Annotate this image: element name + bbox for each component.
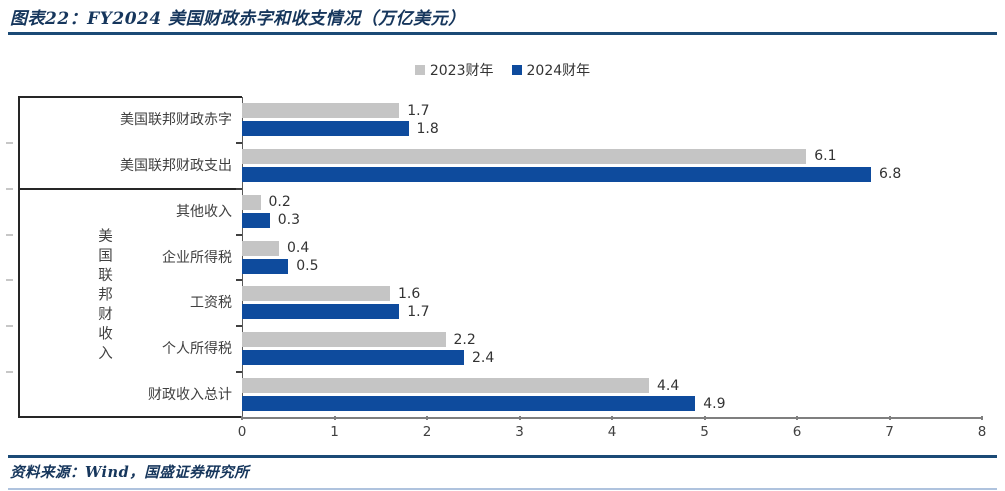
x-axis-tick [796,416,798,420]
x-axis-tick [703,416,706,420]
value-label-2023: 0.2 [268,194,291,211]
value-label-2024: 6.8 [879,166,902,183]
bar-2023 [242,332,446,348]
bar-2024 [242,121,409,136]
category-label: 美国联邦财政赤字 [120,112,232,128]
category-boundary-tick [236,234,242,236]
value-label-2024: 4.9 [703,395,726,412]
legend-swatch-2023 [414,65,425,75]
bar-2023 [242,286,390,302]
category-boundary-tick-outer [6,234,13,236]
bar-2024 [242,304,400,320]
x-axis-tick-label: 4 [607,424,617,440]
category-label: 其他收入 [176,203,232,220]
category-boundary-tick [236,188,242,190]
category-box-left-line [18,97,20,418]
category-boundary-tick [236,371,242,373]
title-divider [8,32,997,35]
category-boundary-tick-outer [6,325,13,327]
category-boundary-tick-outer [6,279,13,281]
x-axis-tick-label: 5 [700,424,709,440]
category-group-separator [18,188,242,190]
bar-2023 [242,194,261,210]
category-boundary-tick [236,279,242,281]
category-label: 工资税 [190,295,232,312]
x-axis-tick-label: 1 [330,424,339,440]
category-label: 个人所得税 [162,341,232,358]
legend-label-2024: 2024财年 [526,63,591,79]
value-label-2024: 0.5 [296,258,319,275]
value-label-2023: 1.7 [407,102,430,119]
bar-2024 [242,166,871,182]
value-label-2024: 1.7 [407,303,430,320]
source-note: 资料来源：Wind，国盛证券研究所 [10,464,250,481]
value-label-2023: 0.4 [287,240,310,257]
x-axis-tick [888,416,891,420]
bar-2023 [242,240,279,256]
bottom-edge-line [8,488,997,490]
x-axis-tick [241,416,243,420]
value-label-2024: 1.8 [416,120,439,137]
bar-2023 [242,378,649,394]
legend-swatch-2024 [511,65,522,75]
value-label-2023: 2.2 [453,331,476,348]
x-axis-tick-label: 6 [792,424,802,440]
category-boundary-tick-outer [6,142,13,144]
x-axis-tick [426,416,428,420]
bar-2023 [242,148,807,164]
figure-title: 图表22：FY2024 美国财政赤字和收支情况（万亿美元） [10,9,466,29]
chart-legend: 2023财年 2024财年 [0,60,1005,80]
category-boundary-tick [236,142,242,144]
category-boundary-tick [236,325,242,327]
category-boundary-tick-outer [6,188,13,190]
bar-2024 [242,258,289,274]
value-label-2023: 4.4 [657,377,680,394]
x-axis-tick-label: 2 [422,424,432,440]
category-label: 美国联邦财政支出 [120,157,232,174]
category-boundary-tick-outer [6,371,13,373]
category-box-top-line [18,96,242,98]
x-axis-tick-label: 7 [885,424,894,440]
bar-2024 [242,212,270,228]
x-axis-tick [518,416,521,420]
legend-item-2023: 2023财年 [414,60,494,80]
value-label-2024: 2.4 [472,349,495,366]
bar-2024 [242,396,696,412]
x-axis-tick-label: 8 [977,424,987,440]
x-axis-tick-label: 3 [515,424,524,440]
x-axis-tick [333,416,336,420]
value-axis-zero-line [242,97,243,418]
x-axis-tick [611,416,613,420]
legend-label-2023: 2023财年 [429,63,494,79]
category-box-bottom-line [18,416,242,418]
value-label-2024: 0.3 [277,212,301,229]
footer-divider [8,455,997,458]
category-group-label: 美国联邦财收入 [96,228,112,365]
bar-2023 [242,103,400,118]
category-label: 企业所得税 [162,249,232,266]
value-label-2023: 6.1 [814,148,837,165]
x-axis-tick-label: 0 [237,424,247,440]
category-label: 财政收入总计 [148,387,232,404]
legend-item-2024: 2024财年 [511,60,591,80]
x-axis-tick [981,416,983,420]
bar-2024 [242,350,464,366]
value-label-2023: 1.6 [398,285,421,302]
